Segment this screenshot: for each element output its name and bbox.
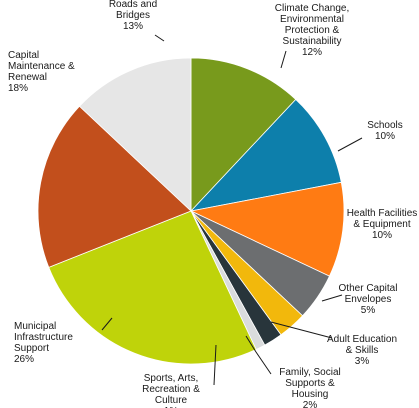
pie-slice-8	[37, 105, 192, 268]
slice-label-0: Climate Change, Environmental Protection &…	[275, 3, 349, 58]
slice-pct-7: 26%	[14, 354, 34, 365]
slice-pct-5: 2%	[303, 400, 318, 408]
slice-label-line-0-0: Climate Change,	[275, 3, 349, 14]
leader-line-7	[101, 317, 113, 331]
slice-pct-2: 10%	[372, 230, 392, 241]
slice-pct-1: 10%	[375, 131, 395, 142]
slice-label-line-2-1: & Equipment	[353, 219, 410, 230]
slice-label-4: Adult Education & Skills 3%	[327, 334, 397, 367]
slice-label-line-7-2: Support	[14, 343, 49, 354]
pie-slice-7	[48, 210, 257, 365]
slice-label-line-7-0: Municipal	[14, 321, 56, 332]
slice-label-line-3-0: Other Capital	[339, 283, 398, 294]
slice-label-line-0-2: Protection &	[285, 25, 340, 36]
slice-label-line-3-1: Envelopes	[345, 294, 392, 305]
slice-label-line-5-2: Housing	[292, 389, 329, 400]
slice-label-line-5-0: Family, Social	[279, 367, 341, 378]
pie-slice-1	[189, 98, 342, 212]
slice-label-line-6-0: Sports, Arts,	[144, 373, 198, 384]
slice-label-line-4-0: Adult Education	[327, 334, 397, 345]
leader-line-1	[337, 137, 363, 152]
pie-slice-0	[190, 57, 297, 213]
slice-label-line-1-0: Schools	[367, 120, 403, 131]
slice-label-5: Family, Social Supports & Housing 2%	[279, 367, 341, 408]
slice-labels: Climate Change, Environmental Protection &…	[8, 0, 417, 408]
slice-label-line-9-1: Bridges	[116, 10, 150, 21]
leader-line-3	[321, 294, 343, 302]
leader-line-5	[245, 335, 272, 375]
slice-label-line-2-0: Health Facilities	[347, 208, 418, 219]
slice-pct-8: 18%	[8, 83, 28, 94]
slice-label-line-6-1: Recreation &	[142, 384, 200, 395]
slice-label-7: Municipal Infrastructure Support 26%	[14, 321, 73, 365]
slice-label-2: Health Facilities & Equipment 10%	[347, 208, 418, 241]
slice-label-line-5-1: Supports &	[285, 378, 335, 389]
slice-label-line-8-1: Maintenance &	[8, 61, 75, 72]
slice-pct-3: 5%	[361, 305, 376, 316]
leader-lines	[101, 34, 363, 386]
slice-label-1: Schools 10%	[367, 120, 403, 142]
pie-slices	[37, 57, 345, 365]
slice-pct-9: 13%	[123, 21, 143, 32]
slice-label-9: Roads and Bridges 13%	[109, 0, 157, 32]
slice-label-6: Sports, Arts,Recreation &Culture1%	[142, 373, 200, 408]
leader-line-6	[213, 344, 217, 386]
leader-line-0	[280, 50, 287, 69]
slice-label-line-0-1: Environmental	[280, 14, 344, 25]
slice-label-line-8-2: Renewal	[8, 72, 47, 83]
slice-label-line-4-1: & Skills	[346, 345, 379, 356]
leader-line-4	[270, 321, 333, 339]
slice-pct-6: 1%	[164, 406, 179, 408]
slice-label-line-7-1: Infrastructure	[14, 332, 73, 343]
slice-label-line-6-2: Culture	[155, 395, 188, 406]
leader-line-9	[154, 34, 165, 42]
pie-slice-9	[78, 57, 192, 212]
pie-slice-2	[189, 181, 345, 277]
slice-pct-4: 3%	[355, 356, 370, 367]
slice-label-line-8-0: Capital	[8, 50, 39, 61]
slice-label-8: Capital Maintenance & Renewal 18%	[8, 50, 75, 94]
slice-pct-0: 12%	[302, 47, 322, 58]
slice-label-line-0-3: Sustainability	[283, 36, 342, 47]
slice-label-3: Other Capital Envelopes 5%	[339, 283, 398, 316]
slice-label-line-9-0: Roads and	[109, 0, 157, 10]
